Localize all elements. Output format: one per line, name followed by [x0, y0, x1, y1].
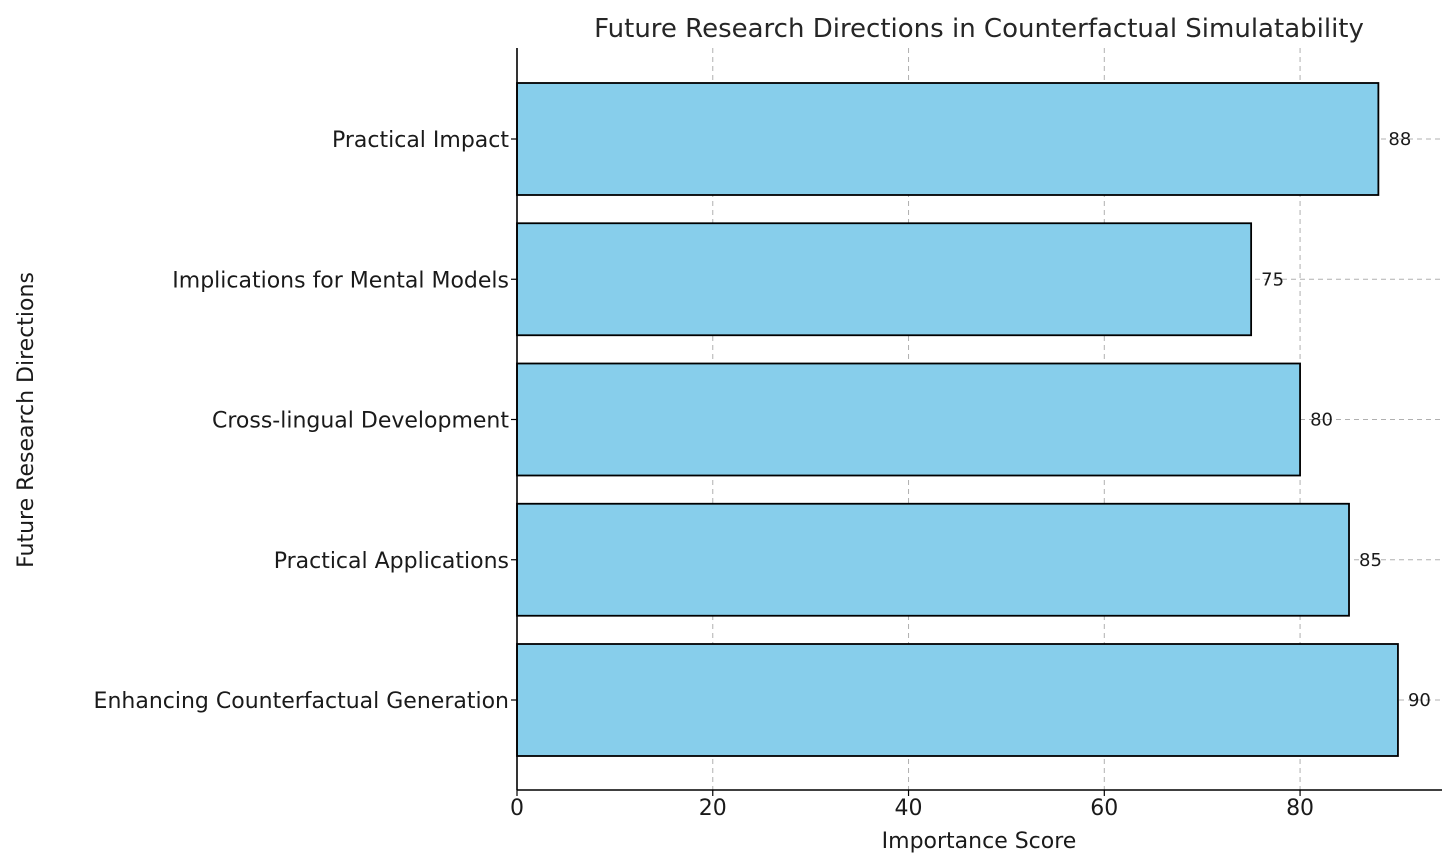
x-tick-label: 60 [1090, 796, 1118, 821]
x-axis-label: Importance Score [882, 829, 1077, 854]
chart-title: Future Research Directions in Counterfac… [594, 14, 1364, 44]
bar-value-label: 85 [1359, 550, 1382, 571]
bar-value-label: 80 [1310, 410, 1333, 431]
y-tick-label: Implications for Mental Models [172, 268, 509, 293]
y-tick-label: Enhancing Counterfactual Generation [94, 689, 509, 714]
bar [516, 222, 1253, 337]
bar [516, 82, 1380, 196]
bar [516, 362, 1301, 477]
x-tick-label: 0 [510, 796, 524, 821]
y-tick-label: Cross-lingual Development [212, 409, 509, 434]
x-tick-label: 40 [895, 796, 923, 821]
bar [516, 643, 1399, 757]
x-tick-label: 80 [1286, 796, 1314, 821]
bar-value-label: 75 [1261, 269, 1284, 290]
bar [516, 502, 1350, 617]
axes [511, 48, 1442, 796]
bar-value-label: 90 [1408, 690, 1431, 711]
x-tick-label: 20 [699, 796, 727, 821]
labels: 0 20 40 60 80 Enhancing Counterfactual Genera… [94, 128, 1431, 821]
y-axis-label: Future Research Directions [14, 272, 39, 568]
y-tick-label: Practical Impact [332, 128, 509, 153]
y-tick-label: Practical Applications [274, 549, 509, 574]
bar-value-label: 88 [1388, 129, 1411, 150]
bars [516, 82, 1399, 757]
